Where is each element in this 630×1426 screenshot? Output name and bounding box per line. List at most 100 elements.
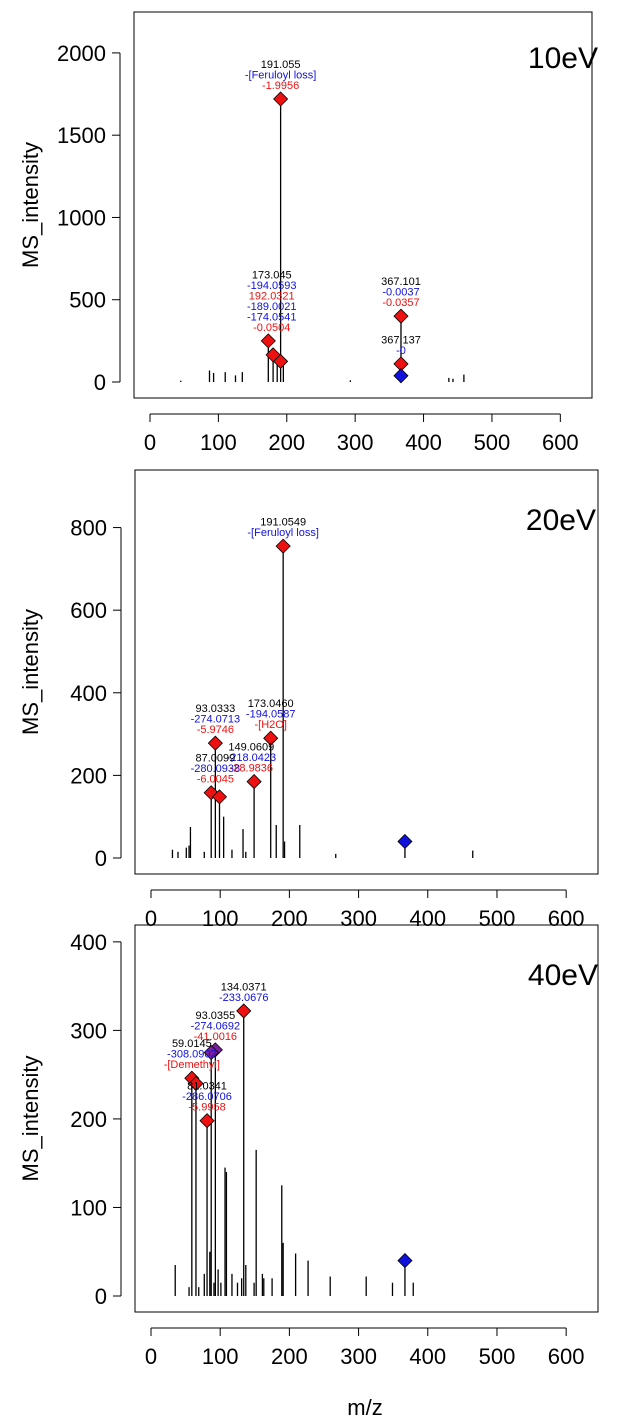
peak-annotation: -286.0706	[182, 1091, 232, 1103]
x-tick-label: 300	[340, 1344, 377, 1369]
peak-marker-red	[263, 730, 279, 746]
peak-marker-red	[188, 1075, 204, 1092]
x-tick-label: 100	[202, 1344, 239, 1369]
peak-marker-blue	[397, 1253, 413, 1269]
plot-frame	[133, 11, 593, 399]
peak-annotation: -0.0037	[382, 287, 419, 299]
y-tick-label: 0	[95, 1284, 107, 1309]
y-tick-label: 400	[70, 930, 107, 955]
peak-annotation: -[Demethyl]	[164, 1059, 220, 1071]
peak-marker-red	[207, 735, 223, 751]
peak-annotation: -0.0357	[382, 297, 419, 309]
collision-energy-label: 40eV	[528, 959, 598, 992]
x-tick-label: 500	[479, 1344, 516, 1369]
peak-annotation: -218.0423	[227, 752, 277, 764]
y-tick-label: 1000	[57, 205, 106, 230]
peak-annotation: 81.0341	[187, 1081, 227, 1093]
x-tick-label: 500	[474, 430, 511, 455]
y-tick-label: 300	[70, 1018, 107, 1043]
x-tick-label: 0	[144, 430, 156, 455]
peak-annotation: 59.0145	[172, 1038, 212, 1050]
x-tick-label: 200	[268, 430, 305, 455]
peak-marker-red	[260, 333, 276, 349]
peak-marker-red	[211, 789, 228, 805]
y-tick-label: 500	[69, 288, 106, 313]
y-tick-label: 2000	[57, 41, 106, 66]
peak-annotation: -[Feruloyl loss]	[245, 69, 317, 81]
peak-annotation: -1.9956	[262, 80, 299, 92]
peak-annotation: 191.0549	[260, 517, 306, 529]
peak-annotation: -41.0016	[194, 1031, 237, 1043]
peak-annotation: -[H2O]	[255, 719, 287, 731]
x-tick-label: 300	[337, 430, 374, 455]
y-tick-label: 400	[70, 681, 107, 706]
peak-annotation: -0.0504	[253, 322, 290, 334]
x-tick-label: 400	[405, 430, 442, 455]
plot-frame	[134, 469, 599, 875]
peak-annotation: -189.0021	[247, 301, 297, 313]
peak-annotation: -280.0938	[191, 763, 241, 775]
spectrum-panel-10eV: 10eV 0 500 1000 1500 2000 0 100 200 300 400 500 600 M…	[18, 11, 598, 455]
peak-marker-red	[273, 91, 289, 107]
peak-marker-red	[275, 538, 291, 554]
peak-marker-red	[393, 308, 409, 324]
y-tick-label: 1500	[57, 123, 106, 148]
peak-marker-red	[236, 1003, 252, 1019]
x-tick-label: 200	[271, 1344, 308, 1369]
peak-marker-blue	[393, 368, 409, 384]
peak-annotation: -174.0541	[247, 311, 297, 323]
peak-annotation: 87.0099	[195, 753, 235, 765]
peak-annotation: -6.0045	[197, 774, 234, 786]
peak-marker-blue	[397, 833, 413, 850]
peak-annotation: -194.0587	[246, 709, 296, 721]
peak-annotation: 191.055	[261, 59, 301, 71]
peak-annotation: -233.0676	[219, 992, 269, 1004]
peak-annotation: -28.9836	[230, 763, 273, 775]
peak-marker-purple	[203, 1044, 219, 1061]
y-tick-label: 200	[70, 763, 107, 788]
peak-annotation: 149.0609	[228, 742, 274, 754]
peak-annotation: -274.0713	[191, 714, 241, 726]
x-tick-label: 100	[200, 430, 237, 455]
x-tick-label: 500	[479, 906, 516, 931]
y-tick-label: 800	[70, 516, 107, 541]
y-axis-title: MS_intensity	[18, 142, 43, 268]
peak-annotation: 93.0333	[195, 703, 235, 715]
peak-annotation: 367.137	[381, 334, 421, 346]
spectrum-panel-20eV: 20eV 0 200 400 600 800 0 100 200 300 400 500 600 MS_i…	[18, 469, 599, 931]
x-tick-label: 600	[542, 430, 579, 455]
peak-annotation: 93.0355	[195, 1010, 235, 1022]
peak-marker-red	[246, 774, 262, 790]
y-tick-label: 200	[70, 1107, 107, 1132]
peak-annotation: -5.9958	[188, 1102, 225, 1114]
x-tick-label: 600	[548, 1344, 585, 1369]
x-axis-title: m/z	[347, 1395, 382, 1420]
y-tick-label: 100	[70, 1195, 107, 1220]
peak-annotation: -274.0692	[191, 1020, 241, 1032]
x-tick-label: 300	[340, 906, 377, 931]
peak-marker-red	[273, 353, 289, 369]
peak-annotation: 173.045	[252, 269, 292, 281]
x-tick-label: 0	[145, 906, 157, 931]
peak-annotation: -5.9746	[197, 724, 234, 736]
peak-annotation: 134.0371	[221, 981, 267, 993]
peak-annotation: 367.101	[381, 276, 421, 288]
y-axis-title: MS_intensity	[18, 609, 43, 735]
y-axis-title: MS_intensity	[18, 1056, 43, 1182]
x-tick-label: 400	[409, 1344, 446, 1369]
y-tick-label: 600	[70, 598, 107, 623]
collision-energy-label: 10eV	[528, 42, 598, 75]
peak-annotation: -308.0902	[167, 1049, 217, 1061]
spectrum-panel-40eV: 40eV 0 100 200 300 400 0 100 200 300 400 500 600 MS_i…	[18, 924, 599, 1369]
x-tick-label: 200	[271, 906, 308, 931]
peak-marker-red	[199, 1113, 215, 1129]
peak-annotation: 192.0321	[249, 290, 295, 302]
y-tick-label: 0	[95, 846, 107, 871]
peak-annotation: -[Feruloyl loss]	[247, 527, 319, 539]
y-tick-label: 0	[94, 370, 106, 395]
plot-frame	[134, 924, 599, 1313]
peak-annotation: -0	[396, 345, 406, 357]
x-tick-label: 0	[145, 1344, 157, 1369]
collision-energy-label: 20eV	[526, 504, 596, 537]
